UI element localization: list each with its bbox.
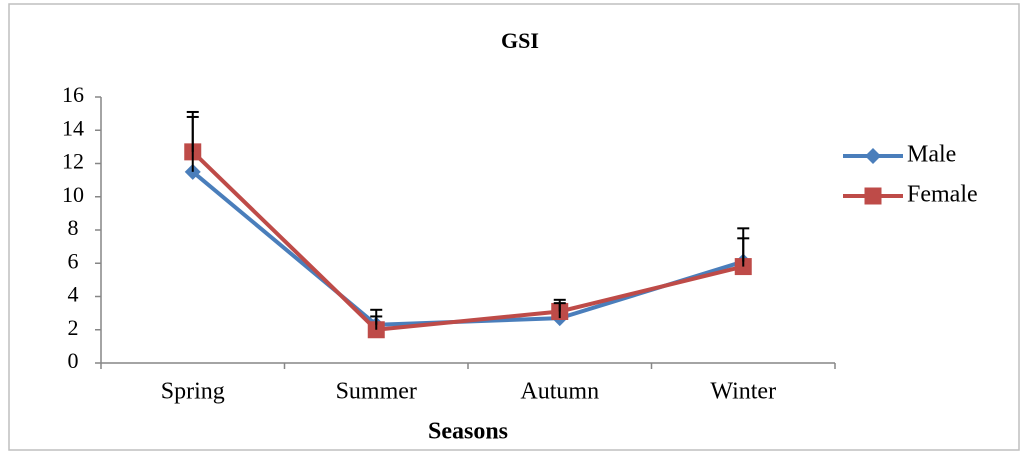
chart-title: GSI [501,28,539,53]
legend-label: Female [907,182,978,208]
series-line [191,150,744,332]
y-tick-label: 6 [68,248,79,273]
chart-border [8,3,1020,451]
x-axis-title: Seasons [428,419,508,445]
x-tick-label: Autumn [520,379,599,405]
legend-marker [864,187,882,205]
legend-marker [865,148,881,164]
y-tick-label: 12 [62,149,84,174]
x-tick-label: Winter [710,379,776,405]
y-tick-label: 16 [62,82,84,107]
y-tick-label: 2 [68,315,79,340]
series-line [191,170,744,327]
x-tick-label: Summer [336,379,417,405]
y-tick-label: 4 [68,282,79,307]
x-tick-label: Spring [161,379,225,405]
y-tick-label: 10 [62,182,84,207]
y-tick-label: 14 [62,115,84,140]
y-tick-label: 8 [68,215,79,240]
legend-label: Male [907,142,956,168]
y-tick-label: 0 [68,348,79,373]
